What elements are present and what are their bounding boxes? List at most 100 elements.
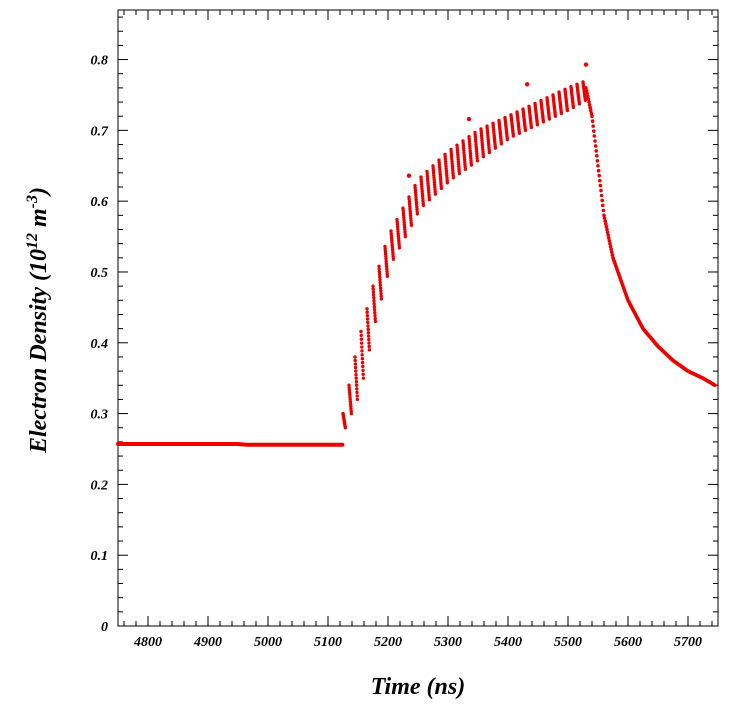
y-axis-title-base: Electron Density (10 [26, 249, 52, 454]
data-point [607, 239, 612, 243]
data-point [591, 124, 595, 128]
x-tick-label: 5200 [374, 635, 402, 650]
data-point [377, 267, 381, 271]
x-tick-label: 5100 [314, 635, 342, 650]
data-point [354, 369, 358, 373]
data-point [372, 305, 377, 309]
data-point [604, 222, 608, 226]
data-point [541, 120, 546, 124]
data-point [609, 247, 613, 252]
y-tick-label: 0.5 [91, 266, 109, 281]
x-tick-label: 4800 [133, 635, 162, 650]
data-point [406, 173, 412, 178]
data-point [378, 286, 383, 290]
plot-frame [117, 9, 719, 627]
data-point [367, 341, 371, 345]
data-point [365, 313, 370, 318]
data-point [365, 307, 369, 311]
data-point [505, 137, 510, 142]
data-point [595, 159, 600, 163]
data-point [487, 150, 492, 155]
y-axis-title-end: ) [26, 187, 52, 197]
data-point [365, 317, 370, 321]
data-point [415, 212, 420, 216]
data-point [584, 88, 589, 93]
data-point [586, 94, 590, 99]
data-point [354, 376, 358, 380]
x-tick-label: 5500 [554, 635, 582, 650]
x-tick-label: 5600 [614, 635, 642, 650]
x-tick-label: 5000 [254, 635, 282, 650]
data-point [385, 272, 389, 276]
data-point [602, 213, 606, 218]
data-point [378, 280, 382, 285]
data-point [367, 348, 372, 352]
data-point [361, 368, 365, 373]
data-point [529, 125, 534, 130]
data-point [384, 257, 388, 261]
data-point [384, 262, 389, 266]
data-point [592, 134, 597, 138]
data-point [559, 111, 564, 116]
data-point [372, 296, 376, 300]
data-point [547, 117, 552, 121]
data-point [608, 241, 612, 246]
data-point [379, 289, 383, 293]
data-point [373, 316, 377, 321]
data-point [372, 299, 376, 303]
y-tick-label: 0.2 [91, 478, 109, 493]
data-point [391, 257, 396, 261]
x-tick-label: 5700 [674, 635, 702, 650]
data-point [397, 246, 402, 250]
data-point [353, 355, 357, 359]
data-point [385, 267, 389, 271]
data-point [610, 253, 615, 257]
data-points [116, 62, 717, 447]
data-point [353, 362, 358, 366]
data-point [343, 426, 348, 430]
data-point [583, 98, 588, 102]
data-point [383, 244, 387, 249]
data-point [469, 163, 474, 167]
data-point [372, 302, 376, 306]
data-point [409, 223, 414, 227]
data-point [355, 387, 359, 391]
data-point [379, 291, 383, 296]
data-point [355, 394, 359, 398]
data-point [373, 313, 377, 318]
data-point [596, 168, 601, 173]
data-point [601, 208, 606, 213]
data-point [384, 264, 389, 269]
data-point [366, 331, 371, 335]
data-point [565, 108, 570, 113]
data-point [359, 333, 363, 338]
data-point [466, 116, 472, 122]
data-point [361, 376, 366, 380]
data-point [439, 186, 444, 191]
data-point [601, 203, 605, 208]
data-point [384, 254, 388, 259]
data-point [589, 108, 593, 113]
data-point [588, 105, 592, 110]
data-point [525, 82, 530, 87]
data-point [499, 142, 504, 146]
data-point [421, 203, 426, 208]
data-point [481, 154, 486, 159]
data-point [475, 159, 480, 163]
data-point [608, 244, 613, 249]
data-point [373, 310, 377, 315]
data-point [371, 290, 376, 294]
data-point [355, 390, 359, 395]
data-point [589, 111, 594, 116]
data-point [372, 308, 377, 312]
data-point [354, 380, 359, 384]
y-axis-title-mid: m [26, 208, 52, 233]
data-point [595, 154, 599, 158]
data-point [593, 139, 597, 143]
data-point [587, 100, 591, 104]
data-point [340, 442, 345, 447]
data-point [571, 105, 576, 110]
data-point [445, 181, 450, 185]
x-tick-label: 4900 [193, 635, 222, 650]
data-point [360, 349, 364, 353]
